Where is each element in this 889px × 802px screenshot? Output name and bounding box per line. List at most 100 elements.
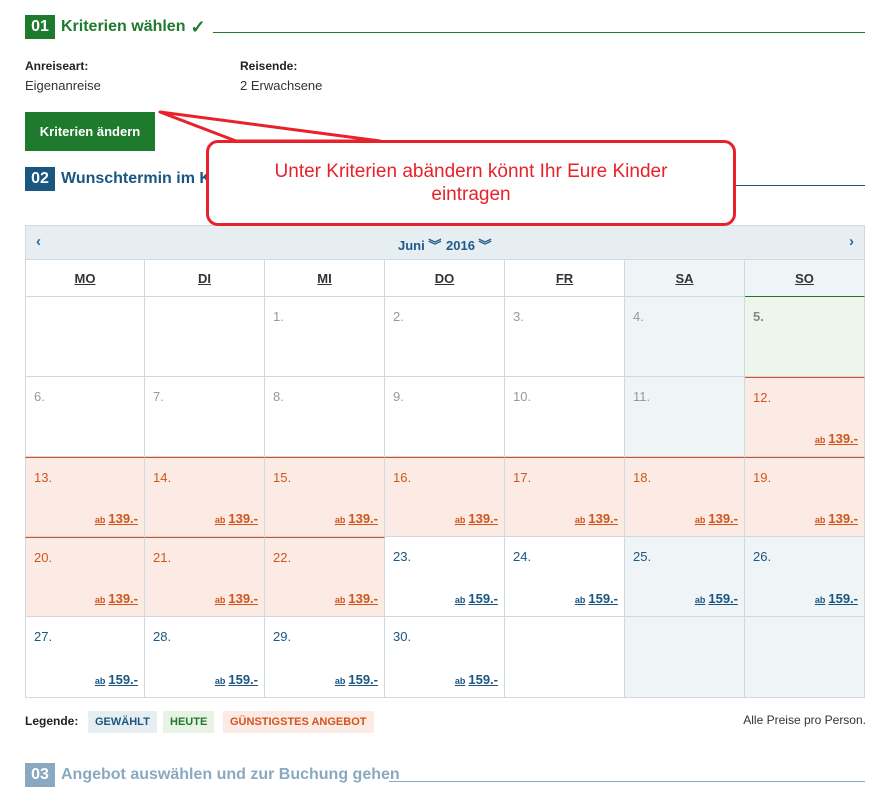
day-number: 13. [34, 470, 53, 485]
price-note: Alle Preise pro Person. [743, 713, 866, 727]
day-number: 17. [513, 470, 532, 485]
callout-text: Unter Kriterien abändern könnt Ihr Eure … [274, 161, 668, 205]
price-value: 139.- [108, 591, 138, 606]
day-price[interactable]: ab 139.- [815, 511, 858, 526]
calendar-day-17[interactable]: 17. ab 139.- [505, 457, 625, 537]
calendar-day-23[interactable]: 23. ab 159.- [385, 537, 505, 617]
calendar-day-3: 3. [505, 297, 625, 377]
day-price[interactable]: ab 139.- [335, 591, 378, 606]
price-value: 139.- [708, 511, 738, 526]
callout-tooltip: Unter Kriterien abändern könnt Ihr Eure … [206, 140, 736, 226]
price-value: 159.- [468, 591, 498, 606]
calendar-day-14[interactable]: 14. ab 139.- [145, 457, 265, 537]
calendar-day-15[interactable]: 15. ab 139.- [265, 457, 385, 537]
calendar-day-16[interactable]: 16. ab 139.- [385, 457, 505, 537]
weekday-so: SO [745, 260, 865, 297]
price-prefix: ab [814, 595, 826, 605]
calendar-day-27[interactable]: 27. ab 159.- [25, 617, 145, 698]
day-price[interactable]: ab 139.- [95, 511, 138, 526]
day-price[interactable]: ab 139.- [215, 591, 258, 606]
day-price[interactable]: ab 139.- [815, 431, 858, 446]
day-number: 2. [393, 309, 404, 324]
day-price[interactable]: ab 139.- [695, 511, 738, 526]
arrival-label: Anreiseart: [25, 59, 89, 73]
price-prefix: ab [694, 595, 706, 605]
step-2-header: 02 Wunschtermin im Ka [25, 166, 220, 192]
calendar-empty-cell [745, 617, 865, 698]
price-prefix: ab [214, 515, 226, 525]
weekday-do: DO [385, 260, 505, 297]
day-price[interactable]: ab 139.- [455, 511, 498, 526]
day-price[interactable]: ab 159.- [95, 672, 138, 687]
weekday-mi: MI [265, 260, 385, 297]
calendar-day-22[interactable]: 22. ab 139.- [265, 537, 385, 617]
calendar-day-13[interactable]: 13. ab 139.- [25, 457, 145, 537]
day-number: 11. [633, 389, 651, 404]
price-value: 139.- [348, 591, 378, 606]
day-price[interactable]: ab 159.- [455, 672, 498, 687]
calendar-day-26[interactable]: 26. ab 159.- [745, 537, 865, 617]
day-price[interactable]: ab 159.- [815, 591, 858, 606]
price-value: 139.- [228, 591, 258, 606]
day-price[interactable]: ab 139.- [215, 511, 258, 526]
next-month-icon[interactable]: › [849, 233, 854, 250]
calendar-day-12[interactable]: 12. ab 139.- [745, 377, 865, 457]
calendar-day-19[interactable]: 19. ab 139.- [745, 457, 865, 537]
price-prefix: ab [454, 515, 466, 525]
price-value: 139.- [588, 511, 618, 526]
price-prefix: ab [334, 515, 346, 525]
price-prefix: ab [694, 515, 706, 525]
weekday-fr: FR [505, 260, 625, 297]
day-price[interactable]: ab 159.- [575, 591, 618, 606]
day-price[interactable]: ab 159.- [335, 672, 378, 687]
day-number: 9. [393, 389, 404, 404]
month-select[interactable]: Juni ︾ [398, 235, 441, 254]
legend-today-badge: HEUTE [163, 711, 215, 733]
calendar-day-29[interactable]: 29. ab 159.- [265, 617, 385, 698]
day-number: 28. [153, 629, 172, 644]
calendar-day-18[interactable]: 18. ab 139.- [625, 457, 745, 537]
day-number: 29. [273, 629, 292, 644]
calendar-day-20[interactable]: 20. ab 139.- [25, 537, 145, 617]
price-prefix: ab [814, 515, 826, 525]
day-number: 14. [153, 470, 172, 485]
price-value: 139.- [108, 511, 138, 526]
day-price[interactable]: ab 159.- [215, 672, 258, 687]
day-price[interactable]: ab 159.- [455, 591, 498, 606]
price-value: 159.- [348, 672, 378, 687]
day-number: 8. [273, 389, 284, 404]
day-price[interactable]: ab 139.- [575, 511, 618, 526]
prev-month-icon[interactable]: ‹ [36, 233, 41, 250]
price-prefix: ab [454, 676, 466, 686]
step-3-number: 03 [25, 763, 55, 787]
day-number: 30. [393, 629, 412, 644]
calendar-day-25[interactable]: 25. ab 159.- [625, 537, 745, 617]
legend-label: Legende: [25, 714, 79, 728]
travelers-label: Reisende: [240, 59, 298, 73]
calendar-day-21[interactable]: 21. ab 139.- [145, 537, 265, 617]
price-prefix: ab [334, 676, 346, 686]
calendar-day-24[interactable]: 24. ab 159.- [505, 537, 625, 617]
calendar-day-11: 11. [625, 377, 745, 457]
price-value: 159.- [708, 591, 738, 606]
price-prefix: ab [94, 515, 106, 525]
year-select[interactable]: 2016 ︾ [446, 235, 492, 254]
day-price[interactable]: ab 159.- [695, 591, 738, 606]
legend-selected-badge: GEWÄHLT [88, 711, 157, 733]
step-3-divider [389, 781, 865, 782]
calendar-day-30[interactable]: 30. ab 159.- [385, 617, 505, 698]
day-number: 25. [633, 549, 652, 564]
day-price[interactable]: ab 139.- [95, 591, 138, 606]
calendar-day-28[interactable]: 28. ab 159.- [145, 617, 265, 698]
step-3-title: Angebot auswählen und zur Buchung gehen [61, 766, 400, 783]
weekday-mo: MO [25, 260, 145, 297]
step-2-title: Wunschtermin im Ka [61, 170, 220, 187]
day-price[interactable]: ab 139.- [335, 511, 378, 526]
calendar-empty-cell [145, 297, 265, 377]
price-value: 159.- [828, 591, 858, 606]
price-value: 139.- [468, 511, 498, 526]
day-number: 5. [753, 309, 764, 324]
day-number: 12. [753, 390, 772, 405]
change-criteria-button[interactable]: Kriterien ändern [25, 112, 155, 151]
